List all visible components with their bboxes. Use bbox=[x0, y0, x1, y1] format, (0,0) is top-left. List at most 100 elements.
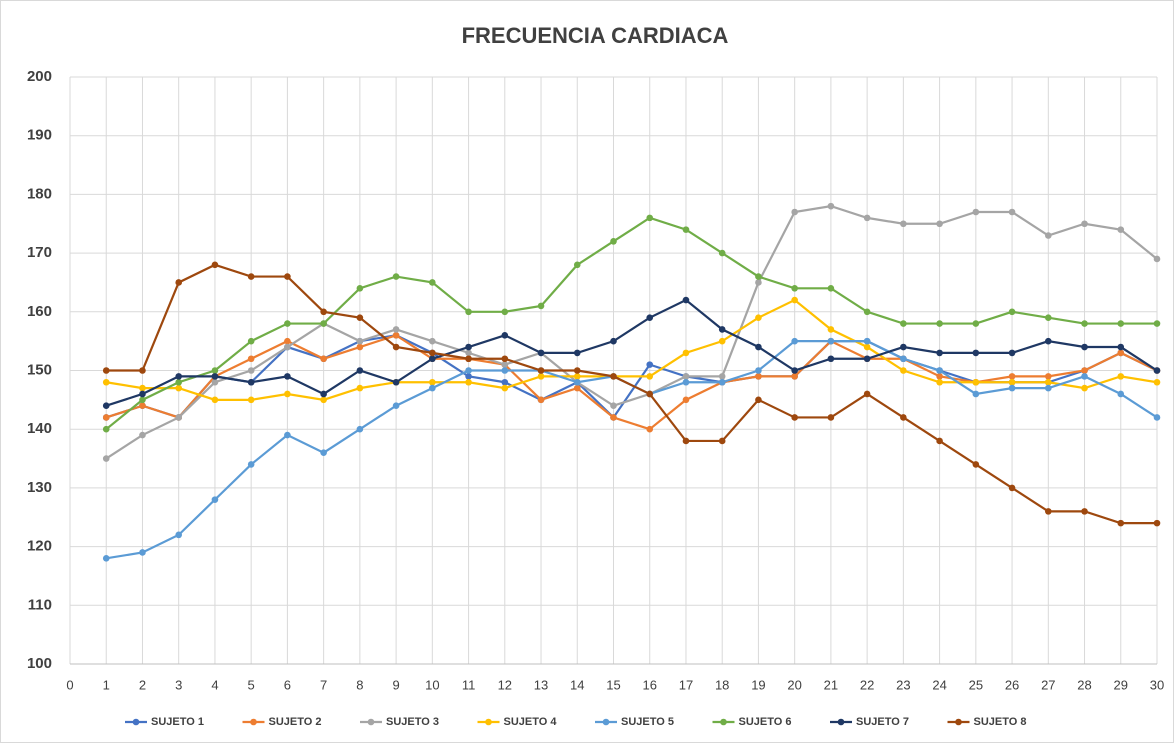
data-point bbox=[102, 402, 110, 410]
data-point bbox=[356, 285, 364, 292]
data-point bbox=[356, 425, 364, 433]
data-point bbox=[1008, 373, 1016, 380]
x-tick-label: 27 bbox=[1041, 677, 1055, 692]
data-point bbox=[682, 396, 690, 404]
data-point bbox=[102, 378, 110, 386]
x-tick-label: 14 bbox=[570, 677, 584, 692]
data-point bbox=[1081, 367, 1088, 374]
data-point bbox=[1008, 384, 1016, 392]
data-point bbox=[936, 373, 943, 380]
data-point bbox=[573, 373, 581, 380]
x-tick-label: 3 bbox=[175, 677, 182, 692]
data-point bbox=[791, 414, 798, 421]
x-tick-label: 9 bbox=[392, 677, 399, 692]
data-point bbox=[682, 437, 690, 445]
data-point bbox=[646, 214, 654, 222]
legend-marker bbox=[250, 718, 257, 726]
data-point bbox=[429, 355, 436, 363]
x-tick-label: 21 bbox=[824, 677, 838, 692]
data-point bbox=[936, 367, 943, 374]
data-point bbox=[1153, 320, 1161, 327]
data-point bbox=[827, 285, 835, 292]
data-point bbox=[247, 355, 255, 363]
legend-label: SUJETO 4 bbox=[504, 716, 558, 728]
data-point bbox=[900, 355, 907, 363]
data-point bbox=[1153, 519, 1161, 527]
legend-marker bbox=[837, 718, 845, 726]
x-tick-label: 7 bbox=[320, 677, 327, 692]
data-point bbox=[791, 367, 798, 374]
data-point bbox=[139, 390, 146, 398]
data-point bbox=[1045, 232, 1052, 239]
data-point bbox=[537, 349, 545, 357]
x-tick-label: 11 bbox=[462, 677, 476, 692]
data-point bbox=[1117, 226, 1125, 233]
y-tick-label: 160 bbox=[27, 303, 52, 320]
data-point bbox=[139, 431, 146, 439]
data-point bbox=[211, 396, 219, 404]
legend-label: SUJETO 6 bbox=[739, 716, 792, 728]
data-point bbox=[175, 373, 182, 380]
data-point bbox=[429, 378, 436, 386]
x-tick-label: 28 bbox=[1077, 677, 1091, 692]
data-point bbox=[863, 337, 871, 345]
data-point bbox=[392, 343, 400, 351]
data-point bbox=[320, 396, 327, 404]
data-point bbox=[284, 343, 291, 351]
data-point bbox=[755, 343, 762, 351]
x-tick-label: 0 bbox=[66, 677, 73, 692]
data-point bbox=[247, 461, 255, 468]
data-point bbox=[573, 349, 581, 357]
x-tick-label: 18 bbox=[715, 677, 729, 692]
x-tick-label: 20 bbox=[787, 677, 801, 692]
x-tick-label: 8 bbox=[356, 677, 363, 692]
data-point bbox=[320, 355, 327, 363]
data-point bbox=[501, 331, 509, 339]
data-point bbox=[755, 279, 762, 286]
legend-label: SUJETO 8 bbox=[974, 716, 1027, 728]
data-point bbox=[972, 320, 980, 327]
data-point bbox=[1117, 343, 1125, 351]
data-point bbox=[284, 320, 291, 327]
data-point bbox=[791, 296, 798, 304]
y-tick-label: 130 bbox=[27, 479, 52, 496]
data-point bbox=[791, 208, 798, 216]
series-line bbox=[105, 216, 1157, 431]
data-point bbox=[900, 220, 907, 228]
data-point bbox=[573, 261, 581, 269]
legend-label: SUJETO 7 bbox=[856, 716, 909, 728]
y-tick-label: 180 bbox=[27, 185, 52, 202]
y-tick-label: 200 bbox=[27, 68, 52, 85]
data-point bbox=[537, 302, 545, 310]
data-point bbox=[501, 361, 509, 368]
data-point bbox=[682, 378, 690, 386]
data-point bbox=[972, 390, 980, 398]
data-point bbox=[465, 367, 472, 374]
y-tick-label: 110 bbox=[28, 596, 52, 613]
data-point bbox=[537, 396, 545, 404]
data-point bbox=[284, 390, 291, 398]
data-point bbox=[356, 343, 364, 351]
data-point bbox=[102, 555, 110, 562]
data-point bbox=[175, 414, 182, 421]
data-point bbox=[718, 373, 726, 380]
data-point bbox=[1081, 220, 1088, 228]
x-tick-label: 4 bbox=[211, 677, 218, 692]
legend-marker bbox=[367, 718, 375, 726]
data-point bbox=[1008, 308, 1016, 316]
data-point bbox=[284, 337, 291, 345]
legend-label: SUJETO 2 bbox=[269, 716, 322, 728]
data-point bbox=[320, 390, 327, 398]
data-point bbox=[972, 461, 980, 468]
data-point bbox=[791, 285, 798, 292]
legend-label: SUJETO 1 bbox=[151, 716, 204, 728]
data-point bbox=[1045, 337, 1052, 345]
legend-label: SUJETO 5 bbox=[621, 716, 674, 728]
x-tick-label: 30 bbox=[1150, 677, 1164, 692]
x-tick-label: 13 bbox=[534, 677, 548, 692]
legend-marker bbox=[602, 718, 610, 726]
data-point bbox=[211, 367, 219, 374]
data-point bbox=[429, 279, 436, 286]
data-point bbox=[392, 378, 400, 386]
data-point bbox=[1117, 349, 1125, 357]
